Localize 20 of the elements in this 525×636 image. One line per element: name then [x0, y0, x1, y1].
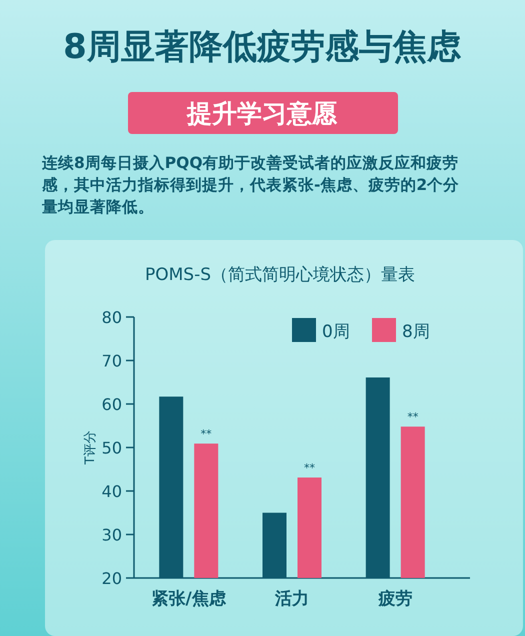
annotation: **: [304, 462, 316, 475]
y-tick-label: 30: [102, 526, 122, 544]
text: 连续8周每日摄入PQQ有助于改善受试者的应激反应和疲劳感，其中活力指标得到提升，代表紧张-焦虑、疲劳的2个分量均显著降低。: [41, 153, 460, 216]
x-tick-label: 紧张/焦虑: [152, 589, 227, 609]
chart-subtitle: 提升学习意愿: [186, 99, 338, 128]
y-tick-label: 50: [102, 438, 122, 458]
chart-title: 8周显著降低疲劳感与焦虑: [63, 27, 462, 67]
legend-label: 0周: [322, 322, 350, 342]
y-tick-label: 60: [102, 395, 122, 414]
y-tick-label: 40: [102, 482, 122, 501]
y-tick-label: 20: [102, 569, 122, 588]
legend-label: 8周: [402, 322, 430, 342]
annotation: **: [200, 428, 212, 441]
y-axis-title: T评分: [83, 430, 98, 466]
annotation: **: [407, 410, 419, 424]
x-tick-label: 活力: [274, 589, 309, 609]
y-tick-label: 80: [102, 308, 122, 327]
y-tick-label: 70: [102, 352, 122, 370]
x-tick-label: 疲劳: [377, 589, 412, 609]
text: POMS-S（简式简明心境状态）量表: [144, 265, 416, 285]
